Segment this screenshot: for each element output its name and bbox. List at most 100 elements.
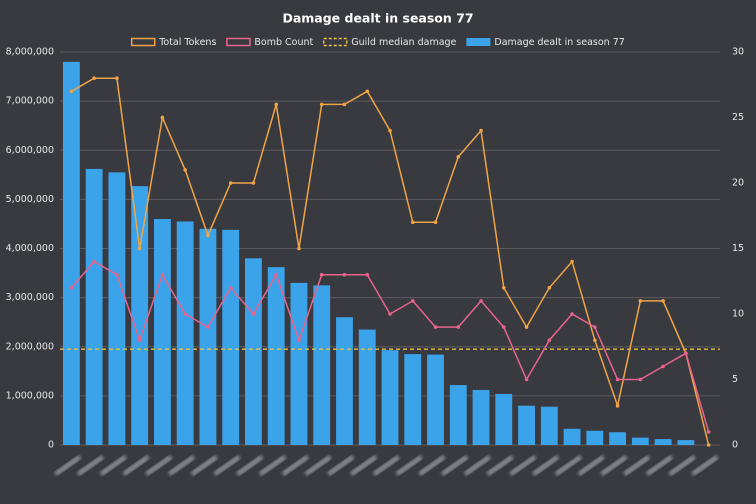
point [251, 312, 256, 316]
x-label-blur [258, 454, 287, 477]
point [342, 272, 347, 277]
point [456, 155, 461, 159]
y2-tick-label: 0 [732, 440, 738, 451]
x-label-blur [600, 454, 628, 477]
point [433, 220, 438, 225]
point [593, 338, 597, 343]
bar [85, 168, 103, 446]
bar [313, 285, 331, 445]
y-tick-label: 6,000,000 [6, 145, 54, 156]
y-tick-label: 2,000,000 [6, 341, 54, 352]
point [365, 89, 370, 94]
legend-item: Total Tokens [130, 37, 216, 48]
x-label-blur [213, 454, 241, 477]
bar [563, 428, 581, 445]
y-tick-label: 0 [48, 440, 54, 451]
point [251, 181, 256, 185]
point [547, 286, 552, 290]
bar [631, 437, 649, 445]
bar [62, 61, 80, 445]
point [638, 299, 643, 303]
bar [586, 430, 604, 445]
legend-swatch [226, 37, 251, 47]
bar [358, 329, 376, 445]
point [661, 364, 665, 369]
point [297, 338, 301, 343]
point [456, 325, 461, 329]
legend-item: Guild median damage [323, 37, 457, 48]
y2-tick-label: 25 [732, 112, 744, 123]
y-tick-label: 7,000,000 [6, 96, 54, 107]
x-label-blur [99, 454, 127, 477]
x-label-blur [395, 454, 423, 477]
bar [245, 258, 262, 445]
x-label-blur [463, 454, 492, 477]
x-label-blur [554, 454, 583, 477]
point [206, 325, 210, 329]
x-label-blur [281, 454, 310, 477]
point [137, 246, 142, 251]
point [388, 128, 392, 133]
point [137, 338, 142, 343]
x-label-blur [349, 454, 378, 477]
point [479, 128, 483, 133]
x-label-blur [76, 454, 105, 477]
y-tick-label: 5,000,000 [6, 194, 54, 205]
bar [336, 317, 353, 445]
y-tick-label: 4,000,000 [6, 243, 54, 254]
point [410, 220, 415, 225]
point [706, 443, 711, 447]
x-label-blur [122, 454, 150, 477]
point [593, 325, 597, 329]
x-label-blur [236, 454, 264, 477]
bar [472, 389, 490, 445]
bar [677, 440, 695, 445]
x-label-blur [668, 454, 696, 477]
bar [449, 385, 467, 445]
bar [153, 219, 171, 445]
point [479, 299, 483, 303]
chart-title: Damage dealt in season 77 [282, 11, 473, 26]
x-label-blur [418, 454, 446, 477]
x-label-blur [190, 454, 219, 477]
x-label-blur [167, 454, 196, 477]
point [69, 286, 74, 290]
bar [381, 350, 399, 445]
point [115, 272, 119, 277]
x-label-blur [645, 454, 674, 477]
point [342, 102, 347, 107]
bar [267, 267, 285, 445]
point [615, 403, 620, 408]
point [615, 377, 620, 382]
point [92, 259, 96, 264]
legend-swatch [130, 37, 156, 47]
bar [404, 354, 422, 445]
bar [609, 432, 627, 445]
bar [108, 172, 126, 445]
point [433, 325, 438, 329]
bar [222, 229, 240, 445]
x-label-blur [691, 454, 719, 477]
y2-tick-label: 30 [732, 47, 744, 58]
legend-swatch [323, 37, 348, 47]
point [661, 299, 665, 303]
x-label-blur [327, 454, 355, 477]
legend-label: Bomb Count [254, 37, 313, 48]
y2-tick-label: 20 [732, 178, 744, 189]
x-label-blur [509, 454, 537, 477]
point [92, 76, 96, 80]
point [160, 272, 165, 277]
y-tick-label: 3,000,000 [6, 292, 54, 303]
point [410, 299, 415, 303]
legend-item: Damage dealt in season 77 [466, 37, 625, 48]
point [501, 286, 506, 290]
point [160, 115, 165, 120]
bar [540, 406, 558, 445]
y2-tick-label: 10 [732, 309, 744, 320]
point [570, 259, 574, 264]
point [684, 351, 688, 356]
point [228, 286, 233, 290]
bar [176, 221, 194, 445]
x-label-blur [304, 454, 332, 477]
